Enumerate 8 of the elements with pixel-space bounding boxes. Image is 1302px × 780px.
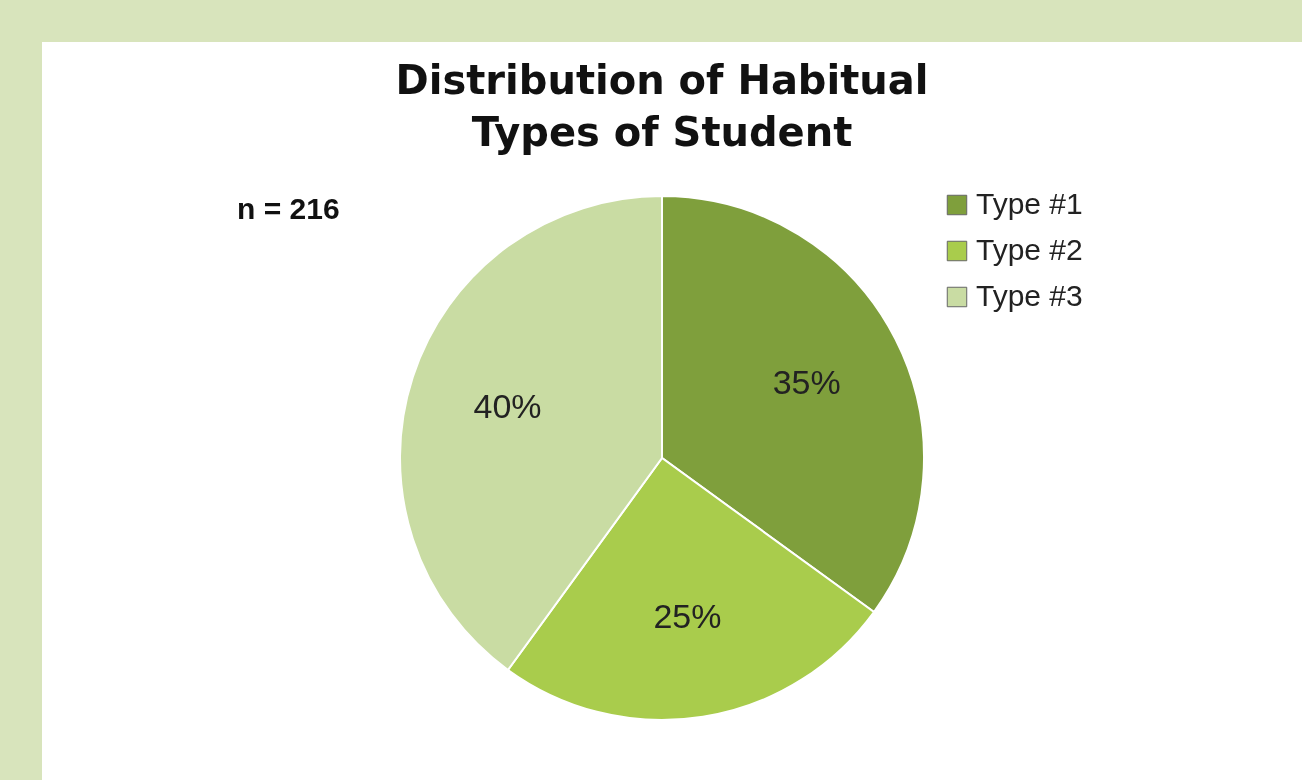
data-label: 25% xyxy=(653,597,722,636)
text: n = 216 xyxy=(237,192,340,225)
data-label: 40% xyxy=(473,386,542,425)
legend-label: Type #1 xyxy=(976,187,1083,220)
chart-title: Distribution of Habitual Types of Student xyxy=(395,57,929,155)
legend-label: Type #2 xyxy=(976,233,1083,266)
data-label: 35% xyxy=(772,363,841,402)
legend-label: Type #3 xyxy=(976,279,1083,312)
